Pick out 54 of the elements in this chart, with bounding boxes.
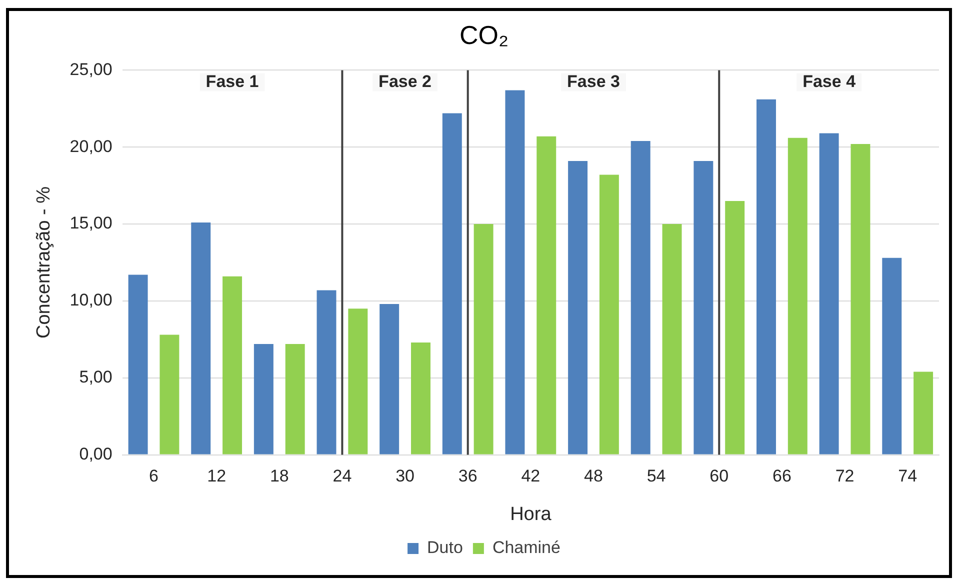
x-tick-label: 54 <box>646 466 666 486</box>
bar <box>599 174 619 454</box>
y-tick-label: 5,00 <box>79 368 112 387</box>
bar <box>756 99 776 454</box>
bar <box>662 224 682 454</box>
bar <box>222 276 242 454</box>
bar <box>285 344 305 454</box>
bar <box>694 160 714 454</box>
bar <box>128 274 148 454</box>
bar <box>411 342 430 454</box>
y-tick-label: 25,00 <box>70 60 112 79</box>
x-tick-label: 42 <box>521 466 540 486</box>
x-tick-label: 72 <box>835 466 854 486</box>
x-tick-label: 66 <box>772 466 792 486</box>
x-tick-label: 12 <box>207 466 226 486</box>
bar <box>316 290 336 454</box>
annotation: Fase 3 <box>567 72 620 91</box>
x-tick-label: 60 <box>710 466 729 486</box>
x-tick-label: 74 <box>898 466 918 486</box>
bar <box>630 140 650 454</box>
legend-label: Chaminé <box>492 538 560 558</box>
bar <box>505 90 525 454</box>
annotation: Fase 2 <box>378 72 432 91</box>
bar <box>850 144 870 454</box>
x-tick-label: 30 <box>396 466 414 486</box>
bar <box>725 200 745 454</box>
bar <box>380 304 400 454</box>
x-tick-label: 36 <box>458 466 478 486</box>
chart-title: CO₂ <box>459 20 509 50</box>
x-tick-label: 18 <box>270 466 289 486</box>
bar <box>882 258 902 454</box>
bar <box>442 113 462 454</box>
x-tick-label: 6 <box>149 466 158 486</box>
bar <box>474 224 494 454</box>
bar <box>819 133 839 454</box>
bar <box>254 344 274 454</box>
bar <box>348 308 368 454</box>
bar <box>914 372 934 454</box>
y-tick-label: 20,00 <box>70 136 112 156</box>
legend-label: Duto <box>427 538 463 558</box>
y-tick-label: 15,00 <box>70 214 112 233</box>
x-axis-title: Hora <box>510 504 552 525</box>
bar <box>160 334 180 454</box>
y-tick-label: 0,00 <box>79 444 112 464</box>
y-tick-label: 10,00 <box>70 290 112 310</box>
y-axis-title: Concentração - % <box>34 186 55 339</box>
bar <box>191 222 211 454</box>
bar <box>536 136 556 454</box>
annotation: Fase 1 <box>206 72 259 91</box>
bar <box>568 160 588 454</box>
annotation: Fase 4 <box>802 72 856 91</box>
x-tick-label: 48 <box>584 466 603 486</box>
bar <box>788 138 808 454</box>
x-tick-label: 24 <box>332 466 352 486</box>
